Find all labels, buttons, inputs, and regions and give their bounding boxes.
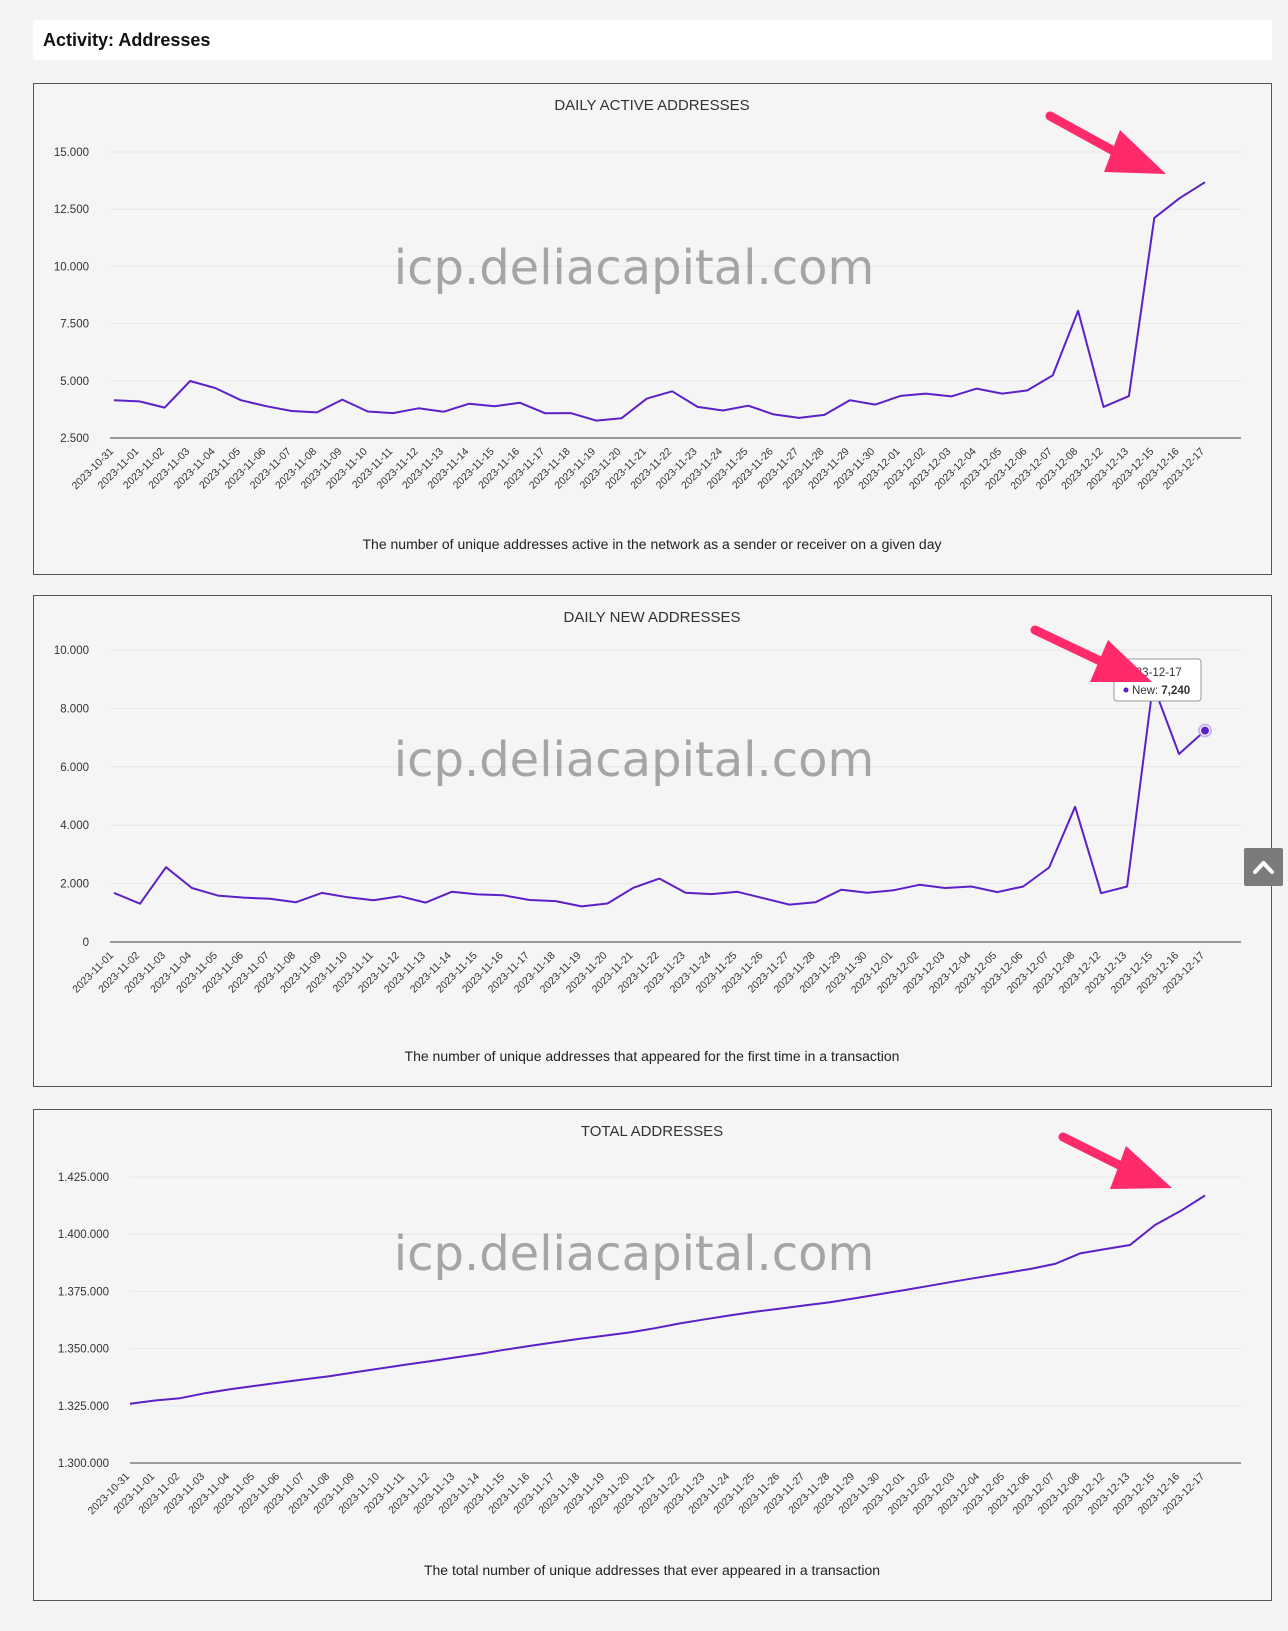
daily-new-addresses-chart: DAILY NEW ADDRESSES The number of unique …: [33, 595, 1272, 1087]
chart-caption: The number of unique addresses active in…: [363, 536, 942, 552]
y-tick-label: 1.300.000: [58, 1458, 109, 1470]
tooltip-date: 2023-12-17: [1123, 667, 1182, 679]
chart-caption: The number of unique addresses that appe…: [405, 1048, 900, 1064]
total-addresses-svg: TOTAL ADDRESSES The total number of uniqu…: [58, 1123, 1241, 1578]
y-tick-label: 7.500: [60, 319, 89, 331]
watermark: icp.deliacapital.com: [394, 1226, 875, 1282]
y-tick-label: 15.000: [54, 147, 89, 159]
daily-active-addresses-svg: DAILY ACTIVE ADDRESSES The number of uniq…: [54, 97, 1241, 552]
y-tick-label: 0: [83, 937, 89, 949]
y-tick-label: 1.425.000: [58, 1172, 109, 1184]
chart-title: TOTAL ADDRESSES: [581, 1123, 723, 1140]
watermark: icp.deliacapital.com: [394, 240, 875, 296]
tooltip-point: [1200, 725, 1210, 736]
y-tick-label: 1.375.000: [58, 1286, 109, 1298]
chart-title: DAILY ACTIVE ADDRESSES: [554, 97, 749, 114]
page-title: Activity: Addresses: [43, 30, 211, 50]
y-tick-label: 10.000: [54, 261, 89, 273]
series-line: [113, 683, 1206, 908]
page-header: Activity: Addresses: [33, 20, 1272, 60]
y-tick-label: 6.000: [60, 762, 89, 774]
y-tick-label: 12.500: [54, 204, 89, 216]
y-tick-label: 1.350.000: [58, 1344, 109, 1356]
watermark: icp.deliacapital.com: [394, 732, 875, 788]
series-line: [129, 1194, 1206, 1405]
y-tick-label: 4.000: [60, 820, 89, 832]
y-tick-label: 10.000: [54, 645, 89, 657]
y-tick-label: 1.325.000: [58, 1401, 109, 1413]
total-addresses-chart: TOTAL ADDRESSES The total number of uniqu…: [33, 1109, 1272, 1601]
chart-title: DAILY NEW ADDRESSES: [564, 609, 741, 626]
daily-new-addresses-svg: DAILY NEW ADDRESSES The number of unique …: [54, 609, 1241, 1064]
y-tick-label: 8.000: [60, 703, 89, 715]
y-tick-label: 1.400.000: [58, 1229, 109, 1241]
daily-active-addresses-chart: DAILY ACTIVE ADDRESSES The number of uniq…: [33, 83, 1272, 575]
chart-caption: The total number of unique addresses tha…: [424, 1562, 880, 1578]
chevron-up-icon: [1253, 861, 1274, 874]
y-tick-label: 2.500: [60, 433, 89, 445]
y-tick-label: 5.000: [60, 376, 89, 388]
scroll-to-top-button[interactable]: [1244, 848, 1283, 886]
tooltip-series-marker: [1123, 687, 1129, 693]
series-line: [113, 181, 1206, 422]
tooltip-series-text: New: 7,240: [1132, 685, 1190, 697]
tooltip: 2023-12-17 New: 7,240: [1113, 658, 1202, 702]
tooltip-series-label: New:: [1132, 685, 1161, 697]
tooltip-value: 7,240: [1161, 685, 1190, 697]
y-tick-label: 2.000: [60, 879, 89, 891]
